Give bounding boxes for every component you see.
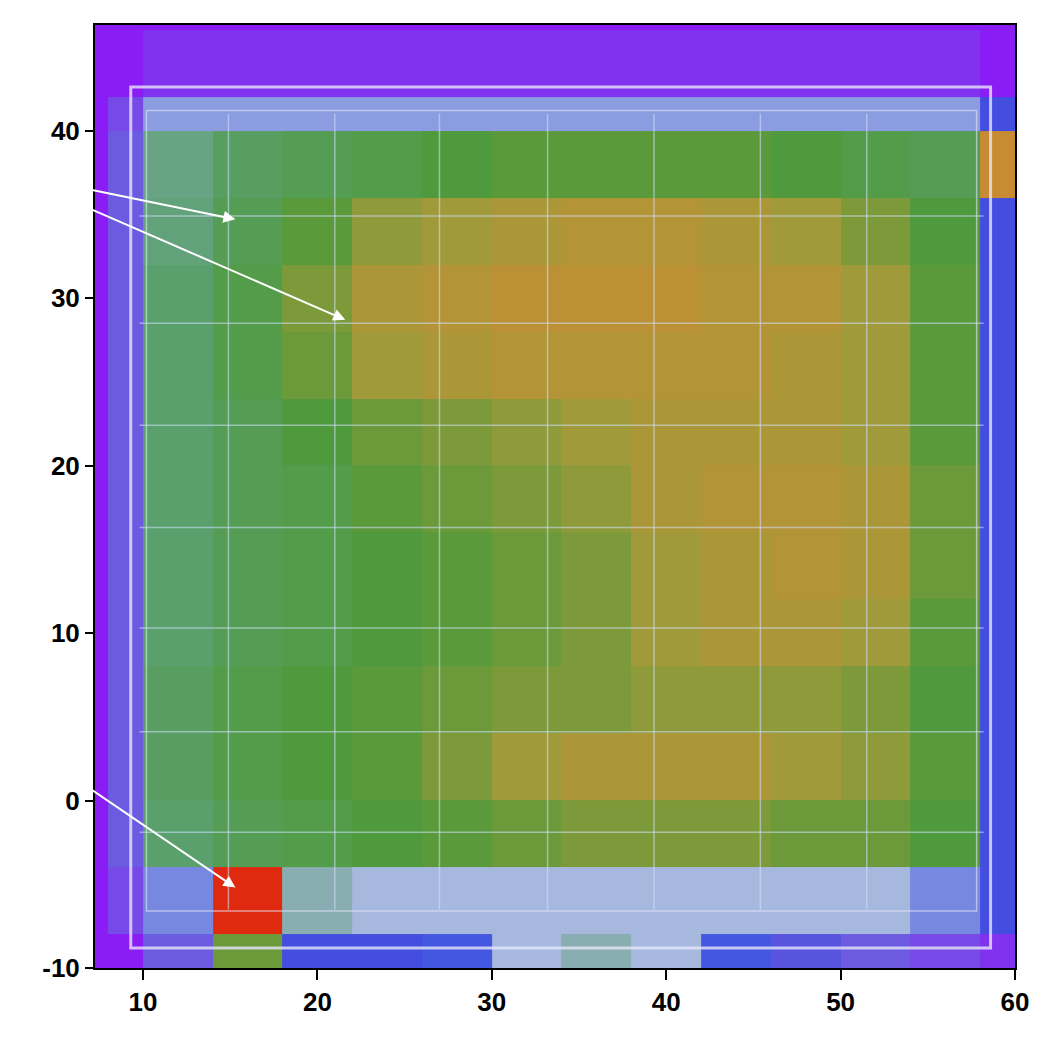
svg-text:40: 40 [652,987,681,1017]
svg-text:60: 60 [1001,987,1030,1017]
svg-text:30: 30 [51,283,80,313]
svg-text:50: 50 [826,987,855,1017]
svg-text:30: 30 [477,987,506,1017]
svg-text:20: 20 [303,987,332,1017]
svg-text:-10: -10 [42,953,80,983]
svg-text:20: 20 [51,451,80,481]
svg-text:10: 10 [51,618,80,648]
svg-text:10: 10 [128,987,157,1017]
svg-text:40: 40 [51,116,80,146]
svg-text:0: 0 [65,786,79,816]
